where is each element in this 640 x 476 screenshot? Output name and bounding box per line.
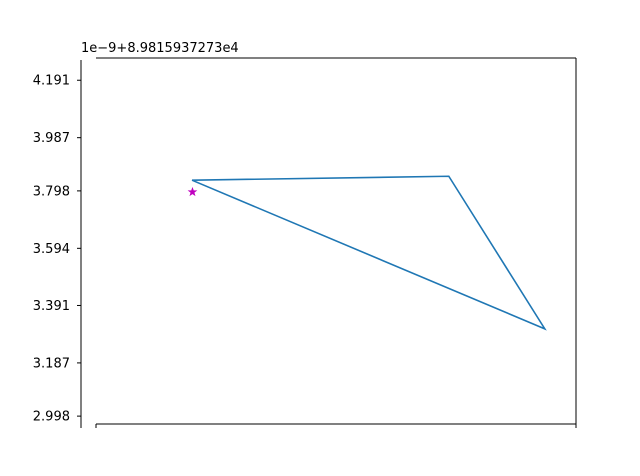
y-axis-offset-label: 1e−9+8.9815937273e4 xyxy=(81,41,239,56)
y-axis: 2.998 3.187 3.391 3.594 3.798 3.987 4.191 xyxy=(33,74,81,425)
y-tick-label: 3.987 xyxy=(33,131,70,146)
y-tick-label: 3.594 xyxy=(33,242,70,257)
y-tick-label: 3.187 xyxy=(33,356,70,371)
series-line xyxy=(191,175,547,331)
series-layer xyxy=(187,175,547,331)
star-marker xyxy=(187,186,198,197)
y-tick-label: 3.391 xyxy=(33,299,70,314)
y-tick-label: 2.998 xyxy=(33,410,70,425)
y-tick-label: 3.798 xyxy=(33,184,70,199)
y-tick-label: 4.191 xyxy=(33,74,70,89)
plot-frame xyxy=(80,57,577,428)
